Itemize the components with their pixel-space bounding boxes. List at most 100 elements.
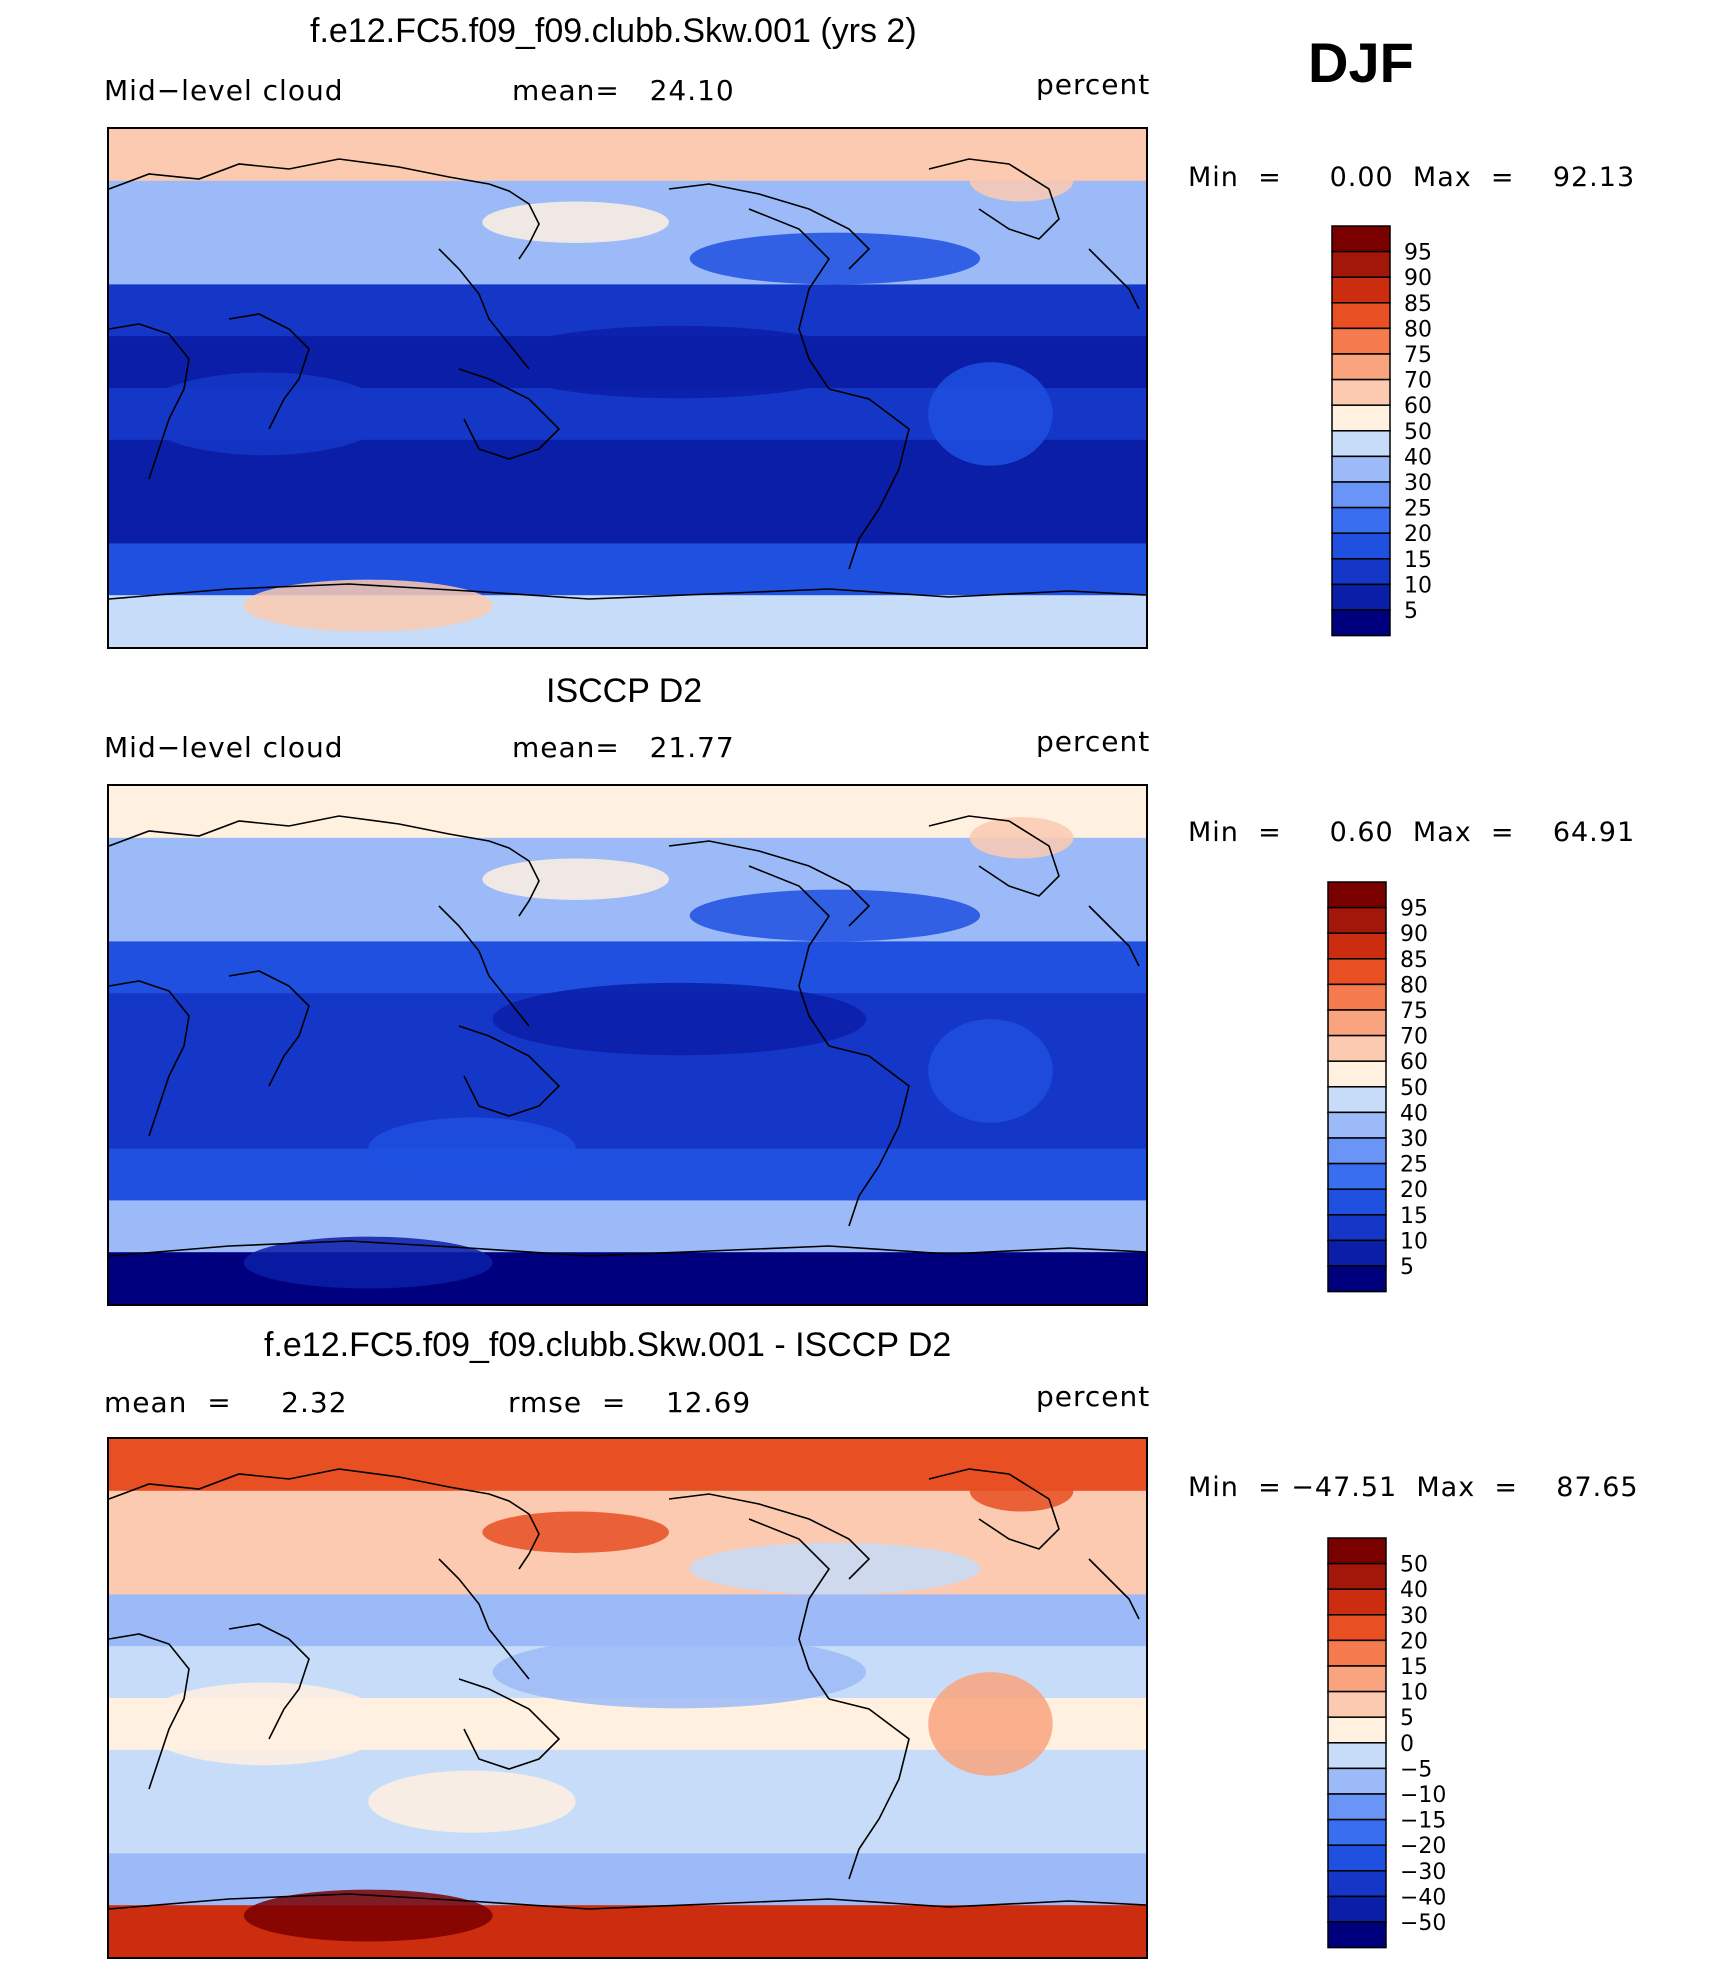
coastline: [458, 1678, 561, 1770]
colorbar-box: [1327, 1111, 1387, 1139]
coastline: [109, 980, 190, 1137]
colorbar-box: [1327, 1895, 1387, 1923]
panel-3-mean-label: mean = 2.32: [104, 1386, 348, 1419]
colorbar-box: [1327, 1265, 1387, 1293]
colorbar-box: [1327, 1665, 1387, 1693]
colorbar-box: [1331, 327, 1391, 355]
panel-3-units-label: percent: [1036, 1380, 1151, 1413]
colorbar-box: [1327, 906, 1387, 934]
colorbar-tick-label: 95: [1404, 241, 1432, 266]
panel-1-units-label: percent: [1036, 68, 1151, 101]
contour-region: [969, 1470, 1074, 1512]
coastline: [228, 1623, 310, 1740]
colorbar-tick-label: 30: [1404, 471, 1432, 496]
colorbar-box: [1331, 558, 1391, 586]
coastline: [1088, 248, 1140, 310]
colorbar-box: [1331, 250, 1391, 278]
colorbar-box: [1327, 1162, 1387, 1190]
colorbar-tick-label: 25: [1404, 497, 1432, 522]
panel-2-minmax: Min = 0.60 Max = 64.91: [1188, 817, 1636, 848]
contour-region: [492, 325, 867, 399]
coastline: [438, 1558, 530, 1680]
colorbar-tick-label: −15: [1400, 1809, 1446, 1834]
coastline: [438, 905, 530, 1027]
coastline: [668, 840, 871, 927]
colorbar-box: [1331, 506, 1391, 534]
colorbar-box: [1327, 1009, 1387, 1037]
colorbar-box: [1331, 481, 1391, 509]
zonal-band: [109, 889, 1146, 943]
panel-2-mean-label: mean= 21.77: [512, 731, 735, 764]
panel-3-map: [107, 1437, 1148, 1959]
panel-2-title: ISCCP D2: [546, 672, 703, 710]
colorbar-tick-label: 60: [1400, 1050, 1428, 1075]
colorbar-tick-label: 85: [1400, 948, 1428, 973]
contour-region: [243, 579, 493, 632]
colorbar-tick-label: 5: [1404, 599, 1418, 624]
coastline: [458, 368, 561, 460]
coastline: [748, 865, 831, 1047]
contour-region: [243, 1889, 493, 1942]
colorbar-tick-label: 60: [1404, 394, 1432, 419]
colorbar-box: [1331, 609, 1391, 637]
colorbar-box: [1327, 1921, 1387, 1949]
colorbar-box: [1327, 1844, 1387, 1872]
coastline: [109, 1240, 1146, 1257]
coastline: [438, 248, 530, 370]
colorbar-tick-label: 70: [1400, 1025, 1428, 1050]
zonal-band: [109, 232, 1146, 286]
colorbar-tick-label: −50: [1400, 1911, 1446, 1936]
colorbar-tick-label: 0: [1400, 1732, 1414, 1757]
zonal-band: [109, 786, 1146, 839]
coastline: [928, 1468, 1060, 1550]
colorbar-tick-label: −30: [1400, 1860, 1446, 1885]
colorbar-tick-label: 25: [1400, 1153, 1428, 1178]
panel-3-title: f.e12.FC5.f09_f09.clubb.Skw.001 - ISCCP …: [264, 1326, 952, 1364]
coastline: [748, 208, 831, 390]
colorbar-box: [1327, 1793, 1387, 1821]
coastline: [668, 1493, 871, 1580]
colorbar-tick-label: 90: [1400, 922, 1428, 947]
colorbar-box: [1331, 430, 1391, 458]
coastline: [109, 815, 540, 917]
coastline: [109, 1633, 190, 1790]
colorbar-tick-label: 15: [1404, 548, 1432, 573]
coastline: [109, 323, 190, 480]
colorbar-box: [1327, 1716, 1387, 1744]
coastline: [1088, 1558, 1140, 1620]
colorbar-tick-label: 5: [1400, 1255, 1414, 1280]
contour-region: [492, 982, 867, 1056]
panel-3-minmax: Min = −47.51 Max = 87.65: [1188, 1472, 1639, 1503]
colorbar-box: [1331, 353, 1391, 381]
contour-region: [689, 232, 981, 285]
colorbar-box: [1327, 1639, 1387, 1667]
colorbar-box: [1327, 1742, 1387, 1770]
contour-region: [368, 460, 576, 523]
contour-region: [140, 1029, 389, 1113]
contour-region: [368, 1117, 576, 1180]
colorbar-tick-label: −5: [1400, 1757, 1432, 1782]
contour-region: [928, 1672, 1053, 1776]
contour-region: [482, 1511, 669, 1553]
colorbar-tick-label: 80: [1404, 317, 1432, 342]
contour-region: [969, 817, 1074, 859]
contour-region: [689, 1542, 981, 1595]
coastline: [928, 815, 1060, 897]
coastline: [109, 583, 1146, 600]
contour-region: [140, 1682, 389, 1766]
colorbar-box: [1331, 378, 1391, 406]
colorbar-box: [1331, 532, 1391, 560]
coastline: [928, 158, 1060, 240]
contour-region: [928, 362, 1053, 466]
colorbar-box: [1327, 881, 1387, 909]
panel-1-title: f.e12.FC5.f09_f09.clubb.Skw.001 (yrs 2): [310, 12, 917, 50]
coastline: [228, 970, 310, 1087]
coastline: [109, 158, 540, 260]
colorbar-box: [1331, 225, 1391, 253]
colorbar-tick-label: −20: [1400, 1834, 1446, 1859]
colorbar-box: [1327, 1537, 1387, 1565]
colorbar-tick-label: 75: [1404, 343, 1432, 368]
